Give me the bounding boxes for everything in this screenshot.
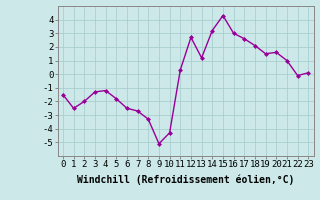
X-axis label: Windchill (Refroidissement éolien,°C): Windchill (Refroidissement éolien,°C) <box>77 175 294 185</box>
